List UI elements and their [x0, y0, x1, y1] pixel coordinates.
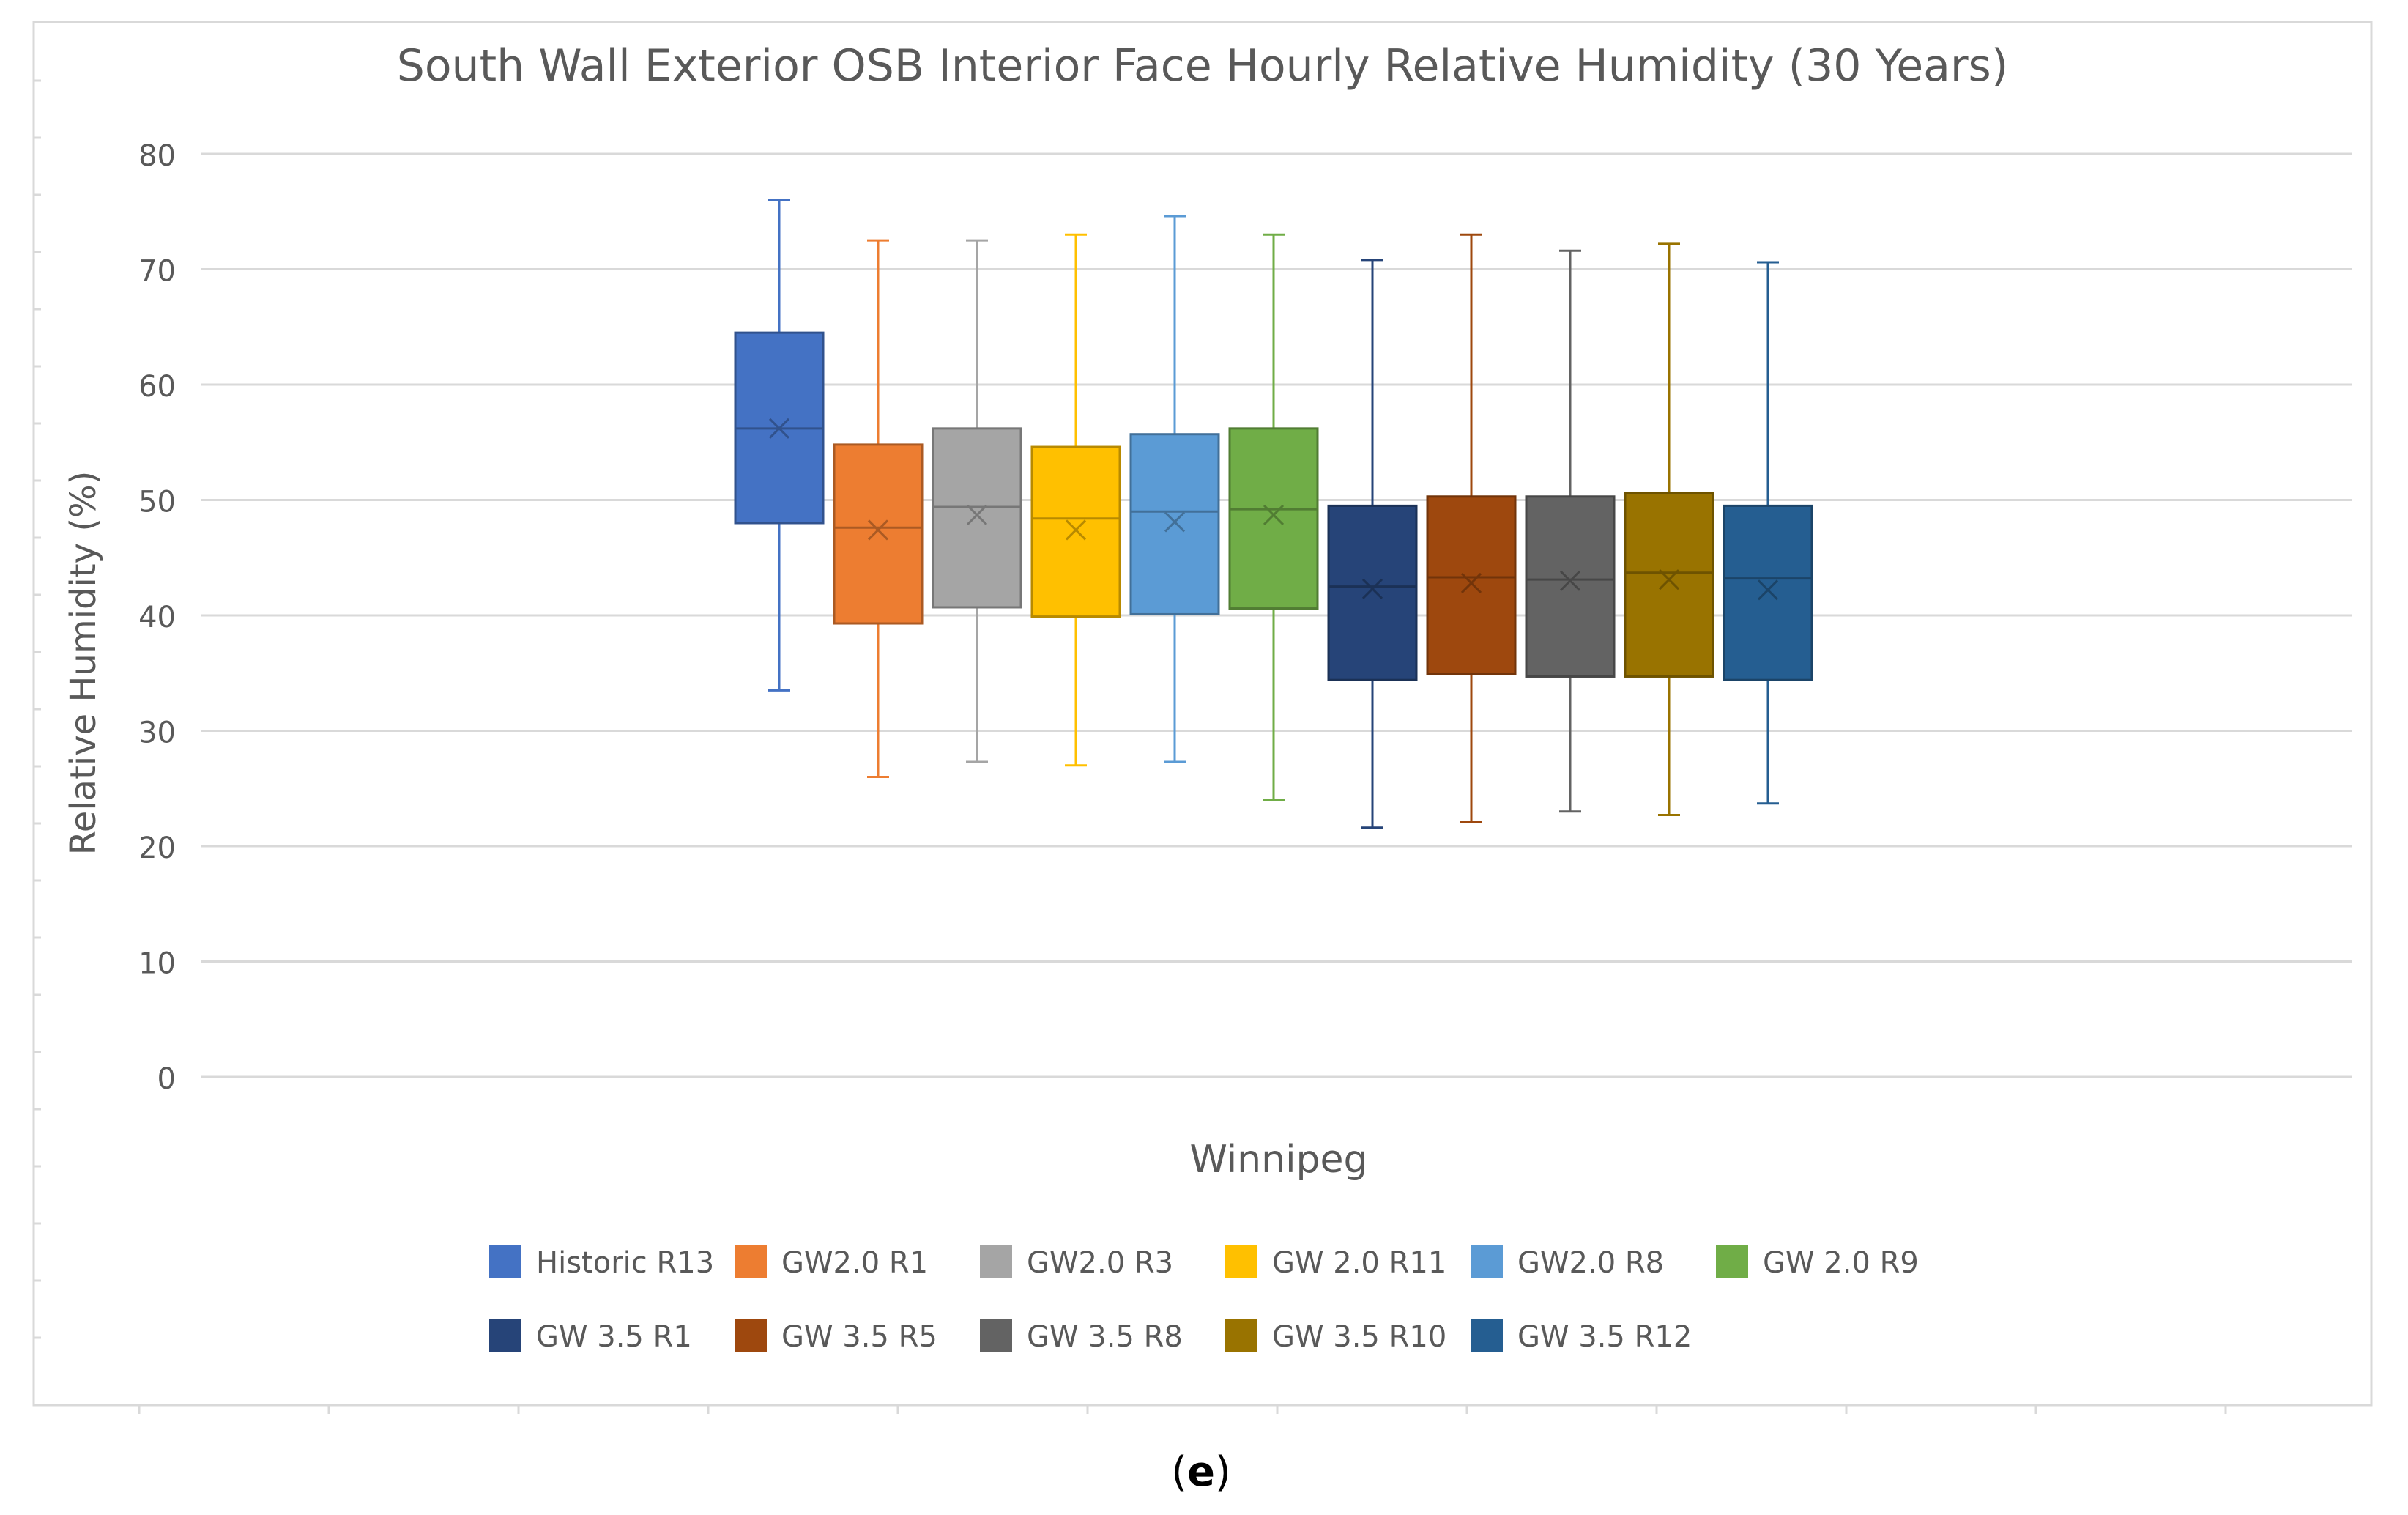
chart-frame [32, 21, 2373, 1407]
legend-item: GW 3.5 R12 [1471, 1319, 1692, 1354]
mean-marker [1263, 504, 1285, 526]
legend-item: GW 2.0 R11 [1225, 1245, 1446, 1280]
legend-swatch [1225, 1245, 1257, 1278]
y-tick-label: 30 [138, 716, 176, 750]
legend-item: GW 3.5 R1 [489, 1319, 692, 1354]
legend-item: GW2.0 R3 [980, 1245, 1173, 1280]
legend-label: Historic R13 [536, 1246, 714, 1280]
legend: Historic R13 GW2.0 R1 GW2.0 R3 GW 2.0 R11 GW… [489, 1245, 1919, 1354]
iqr-box [932, 427, 1022, 609]
y-tick-label: 50 [138, 486, 176, 519]
box-gw-2-0-r9 [1228, 233, 1319, 801]
y-tick-label: 0 [157, 1062, 176, 1096]
iqr-box [1723, 504, 1813, 681]
legend-item: GW 2.0 R9 [1716, 1245, 1919, 1280]
y-tick-label: 70 [138, 255, 176, 289]
box-gw-3-5-r1 [1327, 259, 1418, 829]
legend-item: GW2.0 R8 [1471, 1245, 1664, 1280]
legend-item: Historic R13 [489, 1245, 714, 1280]
iqr-box [1129, 433, 1220, 615]
box-plots [734, 199, 1813, 829]
legend-label: GW2.0 R3 [1027, 1246, 1173, 1280]
chart-title: South Wall Exterior OSB Interior Face Ho… [397, 40, 2008, 92]
box-gw-2-0-r11 [1030, 233, 1121, 767]
iqr-box [1624, 492, 1714, 678]
caption-open-paren: ( [1171, 1448, 1187, 1496]
iqr-box [1525, 495, 1616, 678]
box-gw-3-5-r10 [1624, 242, 1714, 816]
y-tick-label: 80 [138, 139, 176, 173]
legend-swatch [735, 1245, 767, 1278]
legend-label: GW 3.5 R12 [1517, 1320, 1692, 1354]
iqr-box [1327, 504, 1418, 681]
mean-marker [1361, 578, 1383, 599]
legend-swatch [1716, 1245, 1748, 1278]
legend-item: GW2.0 R1 [735, 1245, 928, 1280]
mean-marker [1164, 511, 1186, 533]
legend-item: GW 3.5 R8 [980, 1319, 1183, 1354]
mean-marker [867, 519, 889, 541]
legend-swatch [1471, 1245, 1503, 1278]
caption-close-paren: ) [1215, 1448, 1231, 1496]
legend-label: GW 2.0 R11 [1272, 1246, 1446, 1280]
x-axis-category-label: Winnipeg [1189, 1138, 1367, 1182]
mean-marker [1658, 569, 1680, 590]
legend-label: GW 3.5 R8 [1027, 1320, 1183, 1354]
box-gw-3-5-r8 [1525, 249, 1616, 813]
iqr-box [1228, 427, 1319, 610]
box-gw2-0-r8 [1129, 215, 1220, 763]
legend-label: GW2.0 R8 [1517, 1246, 1664, 1280]
caption-letter: e [1187, 1448, 1215, 1496]
legend-label: GW 3.5 R10 [1272, 1320, 1446, 1354]
legend-swatch [1471, 1319, 1503, 1352]
mean-marker [768, 418, 790, 439]
y-tick-label: 10 [138, 947, 176, 981]
y-tick-label: 60 [138, 370, 176, 404]
legend-swatch [489, 1245, 521, 1278]
legend-label: GW 3.5 R1 [536, 1320, 692, 1354]
y-axis-label: Relative Humidity (%) [63, 471, 104, 856]
box-gw2-0-r1 [833, 239, 924, 778]
iqr-box [833, 443, 924, 625]
legend-label: GW 2.0 R9 [1763, 1246, 1919, 1280]
y-tick-label: 40 [138, 601, 176, 634]
box-gw-3-5-r12 [1723, 261, 1813, 805]
box-gw2-0-r3 [932, 239, 1022, 763]
legend-item: GW 3.5 R5 [735, 1319, 937, 1354]
legend-swatch [1225, 1319, 1257, 1352]
legend-swatch [980, 1245, 1012, 1278]
legend-label: GW 3.5 R5 [781, 1320, 937, 1354]
mean-marker [1460, 572, 1482, 593]
box-historic-r13 [734, 199, 825, 692]
legend-swatch [980, 1319, 1012, 1352]
mean-marker [1559, 570, 1581, 591]
legend-swatch [735, 1319, 767, 1352]
figure-caption: (e) [1171, 1448, 1231, 1496]
mean-marker [966, 504, 988, 526]
legend-label: GW2.0 R1 [781, 1246, 928, 1280]
legend-item: GW 3.5 R10 [1225, 1319, 1446, 1354]
box-gw-3-5-r5 [1426, 233, 1517, 823]
y-axis-tick-labels: 0 10 20 30 40 50 60 70 80 [138, 139, 176, 1096]
mean-marker [1065, 519, 1087, 541]
frame-tick-marks [34, 79, 2227, 1414]
legend-swatch [489, 1319, 521, 1352]
y-tick-label: 20 [138, 831, 176, 865]
iqr-box [1426, 495, 1517, 675]
iqr-box [1030, 445, 1121, 618]
mean-marker [1757, 579, 1779, 601]
